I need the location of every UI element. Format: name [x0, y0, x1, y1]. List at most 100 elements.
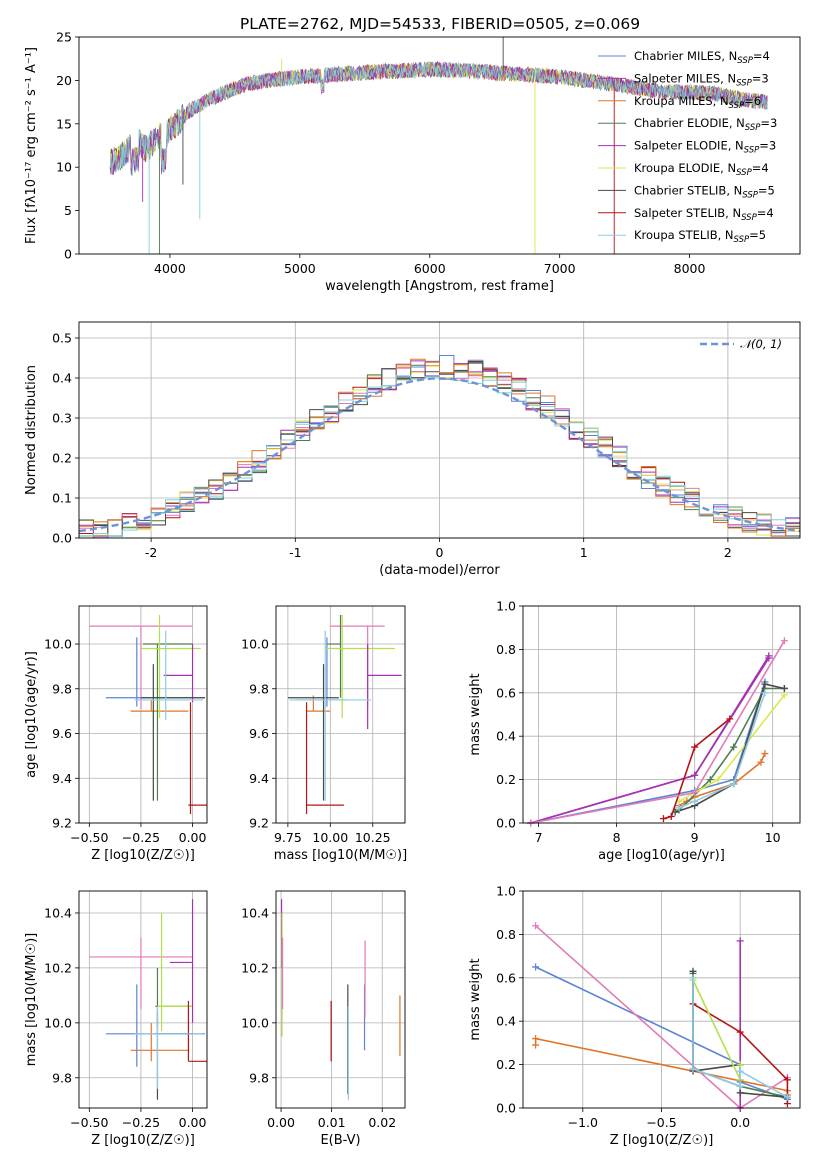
y-tick-label: 0: [64, 247, 72, 262]
mass-weight-marker: [757, 758, 765, 766]
y-tick-label: 10.0: [44, 637, 72, 652]
legend-entry: Kroupa STELIB, NSSP=5: [634, 228, 766, 245]
y-tick-label: 10.0: [241, 637, 269, 652]
y-tick-label: 1.0: [496, 599, 516, 614]
mass-weight-marker: [691, 771, 699, 779]
x-tick-label: −0.5: [646, 1115, 676, 1130]
y-tick-label: 0.4: [496, 729, 516, 744]
mass-weight-marker: [783, 1076, 791, 1084]
mass-weight-marker: [689, 1065, 697, 1073]
mass-weight-marker: [689, 974, 697, 982]
y-tick-label: 9.8: [52, 1070, 72, 1085]
y-tick-label: 0.8: [496, 927, 516, 942]
x-tick-label: 9: [691, 830, 699, 845]
legend-entry: Chabrier MILES, NSSP=4: [634, 49, 770, 66]
legend-entry: Salpeter STELIB, NSSP=4: [634, 206, 774, 223]
y-tick-label: 0.4: [52, 371, 72, 386]
mass-weight-marker: [780, 691, 788, 699]
y-tick-label: 0.0: [496, 816, 516, 831]
y-tick-label: 0.5: [52, 331, 72, 346]
mass-weight-line-salpeter_stelib: [663, 718, 731, 820]
axes-frame: [522, 890, 801, 1109]
x-axis-label: age [log10(age/yr)]: [598, 848, 725, 863]
mass-weight-marker: [714, 776, 722, 784]
x-tick-label: 4000: [154, 261, 186, 276]
x-axis-label: E(B-V): [320, 1133, 360, 1148]
mass-weight-marker: [761, 680, 769, 688]
x-tick-label: 7: [535, 830, 543, 845]
x-tick-label: 2: [724, 545, 732, 560]
x-axis-label: (data-model)/error: [379, 563, 500, 578]
age-vs-metallicity-plot: −0.50 −0.25 0.00 9.2 9.4 9.6 9.8 10.0 Z [log10(Z…: [24, 605, 208, 863]
mass-weight-vs-age-plot: 7 8 9 10 0.0 0.2 0.4 0.6 0.8 1.0 age [log10(age/yr…: [468, 599, 801, 863]
mass-weight-line-kroupa_miles: [678, 753, 766, 807]
mass-weight-line-chabrier_miles: [530, 681, 766, 823]
y-tick-label: 5: [64, 203, 72, 218]
x-tick-label: 0.00: [267, 1115, 295, 1130]
residuals-plot: -2 -1 0 1 2 0.0 0.1 0.2 0.3 0.4 0.5 (data-model)/er…: [24, 321, 801, 578]
y-tick-label: 9.8: [249, 1070, 269, 1085]
axes-frame: [275, 890, 406, 1109]
legend-entry: Salpeter MILES, NSSP=3: [634, 71, 769, 88]
x-axis-label: wavelength [Angstrom, rest frame]: [325, 279, 554, 294]
mass-weight-vs-metallicity-plot: −1.0 −0.5 0.0 0.0 0.2 0.4 0.6 0.8 1.0 Z [log10(Z/…: [468, 884, 801, 1148]
y-tick-label: 10: [56, 160, 72, 175]
x-tick-label: 0: [436, 545, 444, 560]
legend-entry: Chabrier STELIB, NSSP=5: [634, 183, 775, 200]
mass-weight-marker: [730, 743, 738, 751]
mass-weight-marker: [783, 1100, 791, 1108]
x-tick-label: 7000: [544, 261, 576, 276]
y-axis-label: mass [log10(M/M☉)]: [24, 933, 39, 1066]
mass-weight-marker: [691, 797, 699, 805]
x-tick-label: 10.25: [355, 830, 391, 845]
mass-weight-marker: [783, 1093, 791, 1101]
y-tick-label: 9.6: [249, 726, 269, 741]
mass-weight-marker: [689, 967, 697, 975]
mass-weight-marker: [667, 812, 675, 820]
x-tick-label: −0.50: [70, 1115, 108, 1130]
mass-vs-metallicity-plot: −0.50 −0.25 0.00 9.8 10.0 10.2 10.4 Z [log10(Z/…: [24, 890, 208, 1148]
spectrum-plot: 4000 5000 6000 7000 8000 0 5 10 15 20 25 wavelength…: [24, 30, 801, 294]
y-tick-label: 10.4: [241, 905, 269, 920]
axes-frame: [78, 890, 208, 1109]
mass-weight-marker: [532, 963, 540, 971]
y-tick-label: 0.4: [496, 1014, 516, 1029]
mass-weight-marker: [780, 637, 788, 645]
y-tick-label: 0.0: [52, 531, 72, 546]
mass-weight-marker: [659, 815, 667, 823]
legend-entry-normal: 𝒩(0, 1): [740, 337, 782, 351]
y-tick-label: 0.6: [496, 970, 516, 985]
legend-entry: Chabrier ELODIE, NSSP=3: [634, 116, 777, 133]
x-tick-label: −0.25: [122, 830, 160, 845]
mass-weight-line-salpeter_elodie: [530, 655, 770, 823]
y-tick-label: 9.4: [249, 771, 269, 786]
x-tick-label: -2: [145, 545, 157, 560]
mass-weight-marker: [691, 743, 699, 751]
y-axis-label: mass weight: [468, 958, 483, 1040]
axes-frame: [78, 321, 801, 539]
y-tick-label: 0.2: [496, 772, 516, 787]
mass-weight-marker: [683, 797, 691, 805]
mass-weight-line-extra_pink: [530, 640, 786, 823]
y-tick-label: 0.0: [496, 1101, 516, 1116]
x-tick-label: −1.0: [568, 1115, 598, 1130]
axes-frame: [78, 605, 208, 824]
y-tick-label: 0.8: [496, 642, 516, 657]
x-tick-label: 10: [765, 830, 781, 845]
mass-weight-marker: [761, 689, 769, 697]
y-axis-label: Flux [fλ10⁻¹⁷ erg cm⁻² s⁻¹ A⁻¹]: [24, 47, 39, 244]
y-tick-label: 9.6: [52, 726, 72, 741]
mass-weight-marker: [736, 1082, 744, 1090]
axes-frame: [275, 605, 406, 824]
y-tick-label: 0.2: [496, 1057, 516, 1072]
y-tick-label: 9.8: [249, 681, 269, 696]
axes-frame: [522, 605, 801, 824]
x-tick-label: 5000: [284, 261, 316, 276]
y-tick-label: 0.3: [52, 411, 72, 426]
x-tick-label: −0.50: [70, 830, 108, 845]
y-tick-label: 1.0: [496, 884, 516, 899]
mass-weight-marker: [761, 750, 769, 758]
y-tick-label: 10.4: [44, 905, 72, 920]
mass-weight-line-salpeter_miles: [530, 657, 770, 823]
